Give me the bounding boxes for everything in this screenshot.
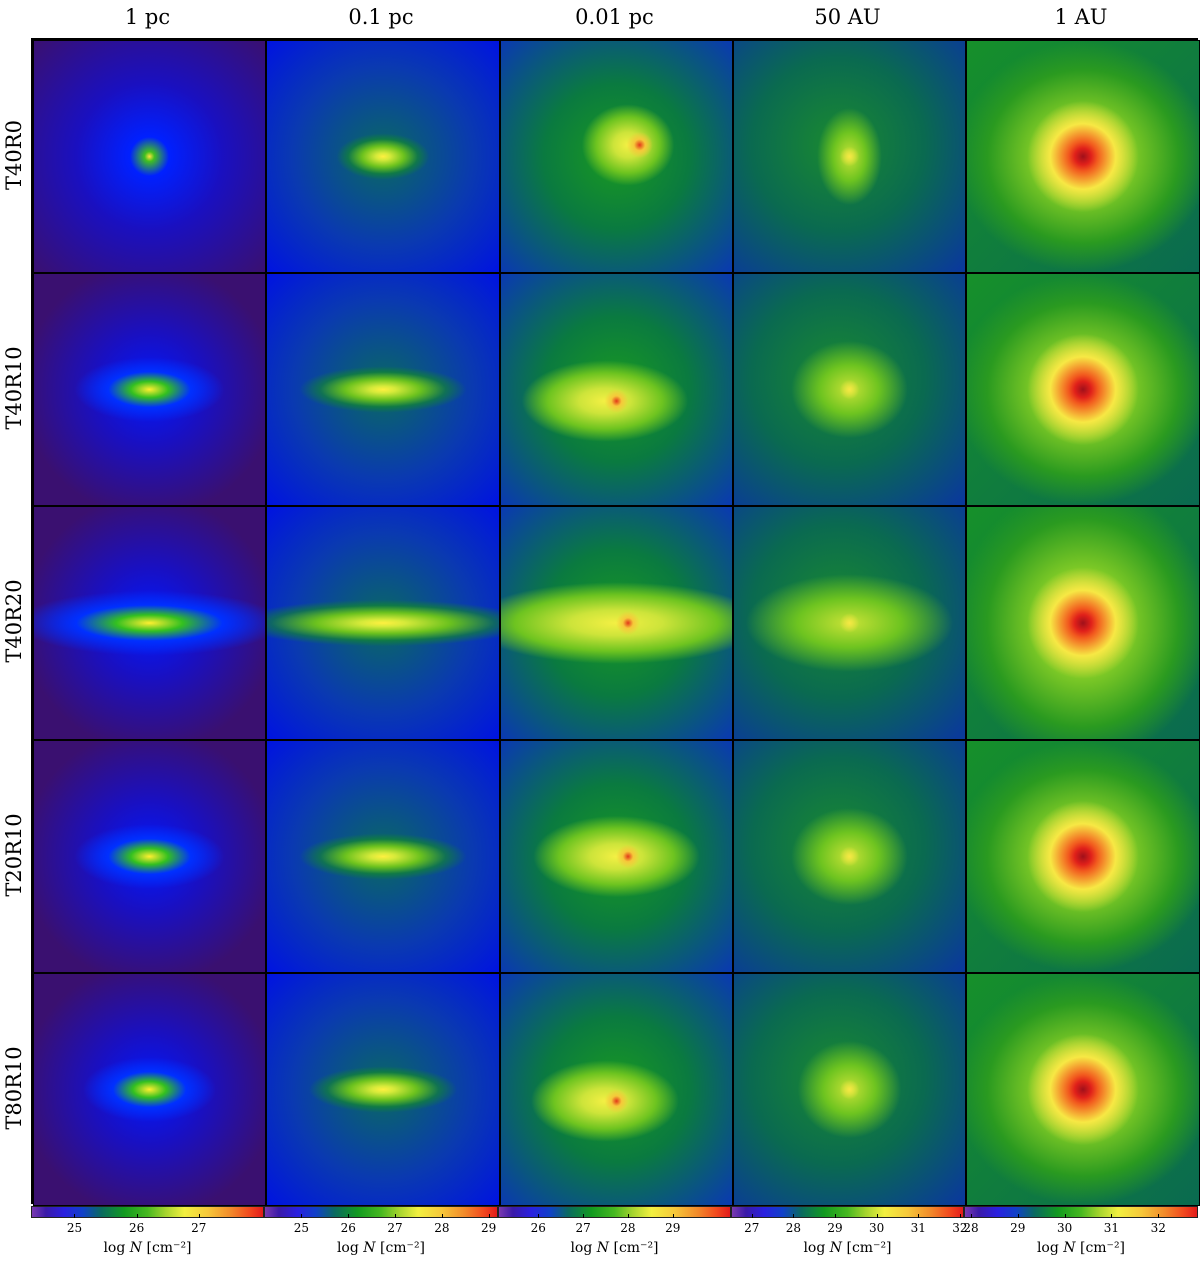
colorbar-5-tick-mark (1111, 1214, 1113, 1218)
panel-T40R0-col2 (266, 40, 500, 273)
panel-T80R10-col5 (966, 973, 1200, 1206)
colorbar-3-tick-mark (672, 1214, 674, 1218)
colorbar-4-tick-label: 27 (744, 1221, 760, 1235)
colorbar-4-tick-label: 30 (868, 1221, 885, 1235)
panel-T40R0-col1 (33, 40, 266, 273)
colorbar-5-tick-label: 32 (1150, 1221, 1166, 1235)
colorbar-3-tick-label: 28 (620, 1221, 636, 1235)
colorbar-4-tick-mark (918, 1214, 920, 1218)
colorbar-3-tick-label: 29 (665, 1221, 681, 1235)
panel-T40R20-col3 (500, 506, 733, 740)
panel-T40R10-col2 (266, 273, 500, 506)
panel-T80R10-col1 (33, 973, 266, 1206)
colorbar-2-tick-mark (441, 1214, 443, 1218)
colorbar-2-tick-label: 25 (293, 1221, 310, 1235)
colorbar-3-tick-label: 27 (575, 1221, 591, 1235)
colorbar-1-tick-mark (74, 1214, 76, 1218)
colorbar-3-tick-mark (538, 1214, 540, 1218)
column-title-4: 50 AU (814, 5, 881, 29)
colorbar-2-tick-label: 29 (480, 1221, 497, 1235)
colorbar-4-tick-label: 29 (827, 1221, 843, 1235)
colorbar-4-tick-label: 28 (785, 1221, 802, 1235)
panel-T40R20-col2 (266, 506, 500, 740)
panel-T40R20-col5 (966, 506, 1200, 740)
colorbar-2-tick-label: 28 (434, 1221, 450, 1235)
panel-T20R10-col4 (733, 740, 966, 973)
colorbar-1-tick-mark (198, 1214, 200, 1218)
colorbar-2 (264, 1206, 498, 1218)
image-grid (31, 38, 1200, 1206)
colorbar-5-tick-label: 28 (963, 1221, 979, 1235)
colorbar-5-tick-mark (971, 1214, 973, 1218)
colorbar-4 (731, 1206, 964, 1218)
column-title-5: 1 AU (1054, 5, 1108, 29)
row-label-1: T40R0 (2, 119, 26, 190)
colorbar-5-tick-label: 30 (1056, 1221, 1073, 1235)
colorbar-5 (964, 1206, 1198, 1218)
panel-T40R0-col4 (733, 40, 966, 273)
row-label-2: T40R10 (2, 345, 26, 430)
colorbar-1 (31, 1206, 264, 1218)
colorbar-2-tick-mark (301, 1214, 303, 1218)
colorbar-1-tick-label: 26 (128, 1221, 145, 1235)
colorbar-3 (498, 1206, 731, 1218)
colorbar-3-tick-label: 26 (530, 1221, 546, 1235)
row-label-4: T20R10 (2, 812, 26, 897)
colorbar-4-axis-label: log N [cm⁻²] (803, 1240, 892, 1256)
colorbar-1-axis-label: log N [cm⁻²] (103, 1240, 192, 1256)
colorbar-5-tick-mark (1158, 1214, 1160, 1218)
panel-T20R10-col5 (966, 740, 1200, 973)
colorbar-2-tick-label: 26 (340, 1221, 356, 1235)
colorbar-5-tick-label: 31 (1103, 1221, 1120, 1235)
colorbar-4-tick-mark (876, 1214, 878, 1218)
colorbar-4-tick-mark (793, 1214, 795, 1218)
panel-T40R10-col3 (500, 273, 733, 506)
colorbar-4-tick-label: 31 (910, 1221, 926, 1235)
panel-T20R10-col3 (500, 740, 733, 973)
colorbar-2-tick-label: 27 (387, 1221, 403, 1235)
panel-T40R20-col1 (33, 506, 266, 740)
panel-T40R20-col4 (733, 506, 966, 740)
colorbar-4-tick-mark (751, 1214, 753, 1218)
colorbar-5-tick-mark (1064, 1214, 1066, 1218)
column-title-2: 0.1 pc (348, 5, 414, 29)
colorbar-2-axis-label: log N [cm⁻²] (336, 1240, 426, 1256)
colorbar-4-tick-mark (835, 1214, 837, 1218)
column-title-3: 0.01 pc (575, 5, 654, 29)
row-label-5: T80R10 (2, 1045, 26, 1130)
row-label-3: T40R20 (2, 579, 26, 663)
panel-T40R0-col3 (500, 40, 733, 273)
colorbar-1-tick-label: 27 (191, 1221, 207, 1235)
colorbar-3-tick-mark (583, 1214, 585, 1218)
colorbar-4-tick-label: 32 (952, 1221, 968, 1235)
column-title-1: 1 pc (124, 5, 171, 29)
panel-T80R10-col4 (733, 973, 966, 1206)
colorbar-2-tick-mark (395, 1214, 397, 1218)
panel-T20R10-col1 (33, 740, 266, 973)
colorbar-3-tick-mark (627, 1214, 629, 1218)
colorbar-3-axis-label: log N [cm⁻²] (570, 1240, 659, 1256)
panel-T80R10-col2 (266, 973, 500, 1206)
panel-T80R10-col3 (500, 973, 733, 1206)
panel-T40R10-col4 (733, 273, 966, 506)
colorbar-1-tick-label: 25 (66, 1221, 83, 1235)
colorbar-5-tick-mark (1017, 1214, 1019, 1218)
panel-T40R10-col1 (33, 273, 266, 506)
colorbar-4-tick-mark (959, 1214, 961, 1218)
colorbar-5-axis-label: log N [cm⁻²] (1036, 1240, 1126, 1256)
panel-T40R0-col5 (966, 40, 1200, 273)
colorbar-2-tick-mark (488, 1214, 490, 1218)
colorbar-2-tick-mark (348, 1214, 350, 1218)
colorbar-1-tick-mark (136, 1214, 138, 1218)
panel-T40R10-col5 (966, 273, 1200, 506)
colorbar-5-tick-label: 29 (1010, 1221, 1026, 1235)
panel-T20R10-col2 (266, 740, 500, 973)
